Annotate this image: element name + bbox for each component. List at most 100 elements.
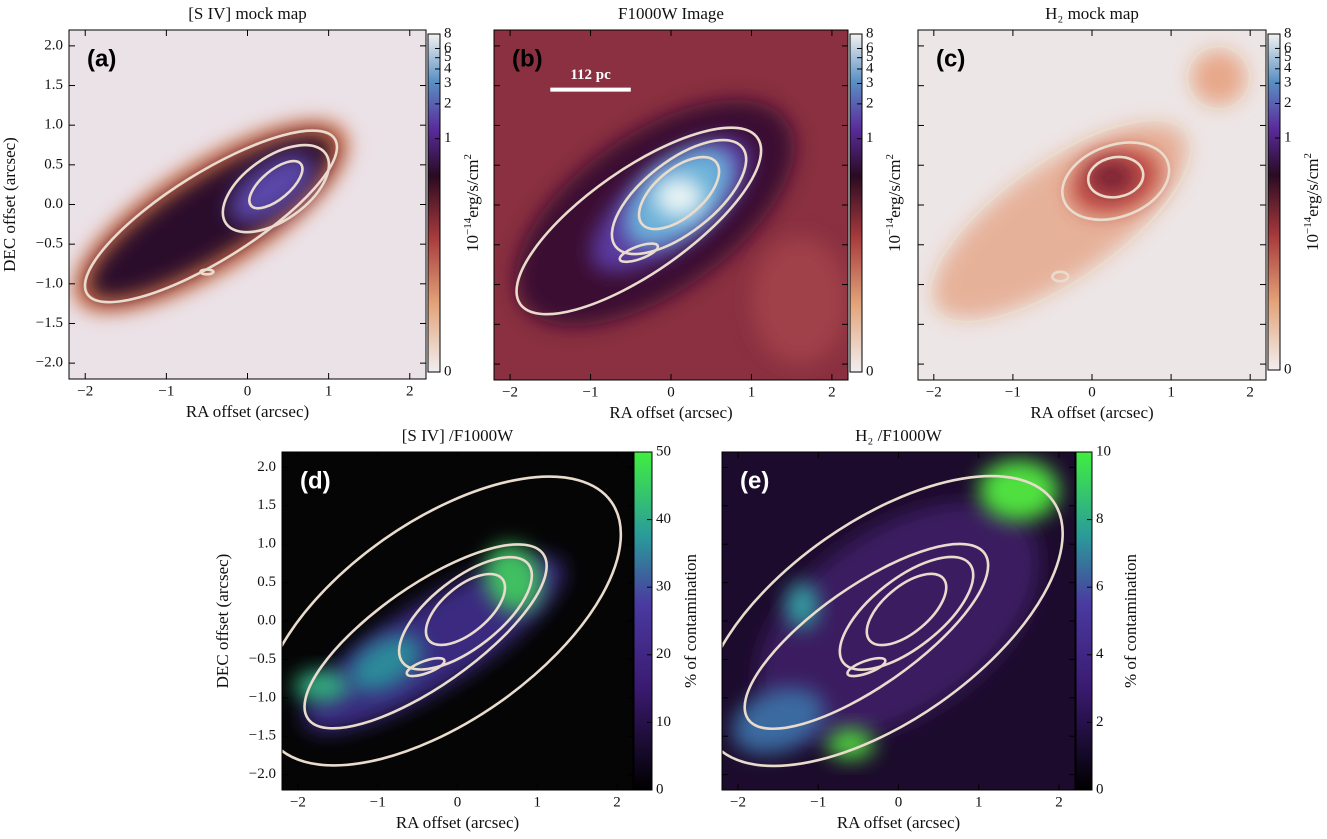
colorbar-tick-label: 3 — [866, 75, 874, 91]
colorbar-label-part: 10 — [885, 235, 904, 252]
colorbar-tick-label: 6 — [1284, 40, 1292, 56]
colorbar-label-part: 2 — [1302, 153, 1314, 159]
colorbar-tick-label: 0 — [1284, 361, 1292, 377]
contour — [743, 542, 990, 731]
colorbar-tick-label: 0 — [866, 363, 874, 379]
x-axis-label: RA offset (arcsec) — [837, 813, 960, 832]
panel-title: [S IV] mock map — [188, 4, 307, 23]
colorbar-tick-label: 4 — [1284, 60, 1292, 76]
colorbar-label-part: 10 — [463, 235, 482, 252]
colorbar-tick-label: 2 — [1096, 714, 1104, 730]
colorbar-label: 10−14erg/s/cm2 — [884, 154, 904, 252]
colorbar-label: 10−14erg/s/cm2 — [1302, 153, 1322, 251]
y-tick-label: −2.0 — [249, 766, 276, 782]
colorbar-tick-label: 5 — [866, 49, 874, 65]
colorbar-label-part: −14 — [884, 217, 896, 235]
x-axis-label: RA offset (arcsec) — [186, 402, 309, 421]
colorbar-tick-label: 4 — [1096, 646, 1104, 662]
panel: −2 −1 0 1 2 −2.0 −1.5 −1.0 −0.5 0.0 0.5 1.0 1.5 2.0 [S… — [213, 426, 700, 832]
colorbar-tick-label: 1 — [444, 130, 452, 146]
contour — [424, 572, 507, 647]
panel-label: (d) — [300, 467, 331, 494]
x-tick-label: −1 — [810, 794, 826, 810]
colorbar-tick-label: 3 — [444, 75, 452, 91]
colorbar — [633, 451, 653, 791]
map-emission — [293, 670, 350, 702]
x-tick-label: 2 — [406, 383, 414, 399]
panel-label: (b) — [512, 45, 543, 72]
y-tick-label: 0.0 — [44, 196, 63, 212]
colorbar-label-part: −14 — [462, 217, 474, 235]
x-tick-label: −2 — [290, 794, 306, 810]
x-tick-label: −2 — [502, 384, 518, 400]
colorbar-tick-label: 2 — [444, 95, 452, 111]
map-emission — [826, 728, 875, 760]
panel: −2 −1 0 1 2 H₂ /F1000W (e) RA offset (arcsec) 0 2… — [721, 426, 1140, 832]
map-image — [918, 30, 1266, 380]
x-tick-label: 2 — [1246, 384, 1254, 400]
colorbar-label-part: 10 — [1303, 234, 1322, 251]
colorbar-tick-label: 40 — [656, 511, 671, 527]
y-tick-label: 0.5 — [257, 574, 276, 590]
x-tick-label: −1 — [370, 794, 386, 810]
y-tick-label: −0.5 — [249, 651, 276, 667]
colorbar — [849, 33, 863, 373]
x-tick-label: 0 — [244, 383, 252, 399]
colorbar-tick-label: 1 — [866, 130, 874, 146]
colorbar-tick-label: 4 — [866, 60, 874, 76]
panel-title: F1000W Image — [618, 4, 724, 23]
x-tick-label: −2 — [730, 794, 746, 810]
y-tick-label: 1.0 — [44, 117, 63, 133]
colorbar-tick-label: 6 — [866, 40, 874, 56]
colorbar-tick-label: 0 — [444, 363, 452, 379]
x-tick-label: −2 — [77, 383, 93, 399]
y-tick-label: −1.0 — [36, 275, 63, 291]
scale-bar-label: 112 pc — [570, 67, 611, 83]
panel: −2 −1 0 1 2 H₂ mock map (c) RA offset (arcsec) 0… — [917, 4, 1322, 422]
contour — [397, 555, 534, 671]
y-tick-label: 2.0 — [257, 459, 276, 475]
map-emission — [654, 177, 704, 217]
colorbar-tick-label: 8 — [1096, 511, 1104, 527]
colorbar-tick-label: 10 — [1096, 443, 1111, 459]
x-tick-label: 1 — [534, 794, 542, 810]
colorbar-tick-label: 5 — [1284, 49, 1292, 65]
map-image — [282, 452, 633, 790]
colorbar-tick-label: 50 — [656, 443, 671, 459]
map-emission — [1190, 49, 1247, 106]
panel: −2 −1 0 1 2 −2.0 −1.5 −1.0 −0.5 0.0 0.5 1.0 1.5 2.0 [S… — [0, 4, 482, 421]
contour — [221, 143, 331, 234]
x-tick-label: 1 — [1167, 384, 1175, 400]
y-tick-label: 0.0 — [257, 612, 276, 628]
colorbar-label-part: 2 — [884, 154, 896, 160]
y-axis-label: DEC offset (arcsec) — [213, 554, 232, 689]
x-axis-label: RA offset (arcsec) — [396, 813, 519, 832]
colorbar-label: % of contamination — [681, 553, 700, 688]
panel-label: (c) — [936, 45, 965, 72]
contour — [865, 572, 948, 647]
panel-label: (a) — [87, 45, 116, 72]
colorbar-tick-label: 2 — [866, 95, 874, 111]
contour — [282, 475, 623, 767]
colorbar-label-part: −14 — [1302, 216, 1314, 234]
panel-label: (e) — [740, 467, 769, 494]
y-tick-label: 2.0 — [44, 37, 63, 53]
colorbar-label-part: erg/s/cm — [885, 160, 904, 218]
x-tick-label: 0 — [1088, 384, 1096, 400]
y-tick-label: −2.0 — [36, 355, 63, 371]
contour — [1051, 270, 1070, 283]
y-tick-label: −1.0 — [249, 689, 276, 705]
x-tick-label: 1 — [748, 384, 756, 400]
colorbar-label-part: % of contamination — [681, 553, 700, 688]
x-tick-label: 1 — [975, 794, 983, 810]
x-tick-label: 2 — [828, 384, 836, 400]
y-tick-label: −0.5 — [36, 236, 63, 252]
contour — [618, 242, 660, 264]
map-emission — [978, 459, 1059, 522]
y-tick-label: 1.5 — [257, 497, 276, 513]
colorbar-label-part: 2 — [462, 154, 474, 160]
x-tick-label: −1 — [1005, 384, 1021, 400]
colorbar-tick-label: 20 — [656, 646, 671, 662]
contour — [248, 159, 304, 210]
